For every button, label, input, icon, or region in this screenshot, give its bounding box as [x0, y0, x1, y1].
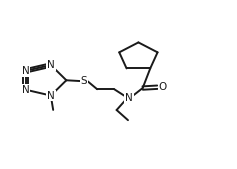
Text: O: O	[159, 82, 167, 92]
Text: N: N	[125, 93, 133, 103]
Text: S: S	[81, 76, 87, 86]
Text: N: N	[22, 85, 29, 95]
Text: N: N	[47, 91, 55, 101]
Text: N: N	[22, 66, 29, 76]
Text: N: N	[47, 60, 55, 70]
